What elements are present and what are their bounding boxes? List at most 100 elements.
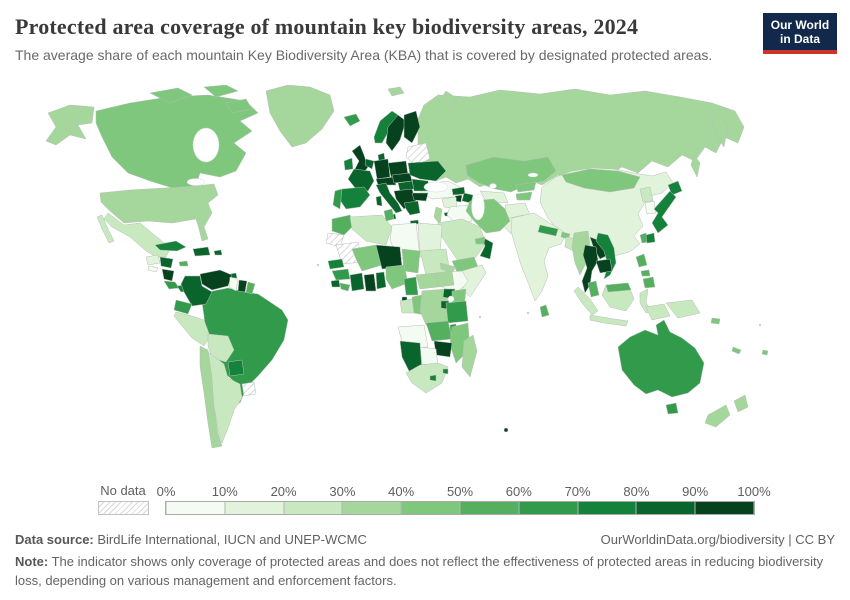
country-switzerland-austria[interactable] xyxy=(375,176,397,186)
country-cote-divoire[interactable] xyxy=(349,272,365,292)
country-new-zealand-north[interactable] xyxy=(733,394,749,413)
legend-color-bar[interactable]: 0% 10% 20% 30% 40% 50% 60% 70% 80% 90% 100% xyxy=(157,484,771,515)
country-honduras[interactable] xyxy=(159,256,174,269)
country-sierra-leone[interactable] xyxy=(330,279,341,288)
country-madagascar[interactable] xyxy=(461,334,478,378)
country-solomon-islands[interactable] xyxy=(710,317,721,325)
country-cuba[interactable] xyxy=(154,240,187,252)
country-suriname[interactable] xyxy=(237,279,248,293)
country-philippines-visayas[interactable] xyxy=(640,269,651,277)
country-russia-sakhalin[interactable] xyxy=(690,154,701,178)
country-canada-arctic-3[interactable] xyxy=(225,98,253,114)
country-russia-kamchatka[interactable] xyxy=(711,112,729,148)
country-malaysia-peninsula[interactable] xyxy=(587,280,600,298)
country-indonesia-sumatra[interactable] xyxy=(573,286,599,316)
country-bulgaria[interactable] xyxy=(411,192,429,202)
country-cambodia[interactable] xyxy=(595,258,613,274)
country-liberia[interactable] xyxy=(339,282,351,292)
country-papua-new-guinea[interactable] xyxy=(665,299,701,319)
owid-link[interactable]: OurWorldinData.org/biodiversity | CC BY xyxy=(600,532,835,547)
legend-segment[interactable] xyxy=(518,502,578,514)
country-jamaica[interactable] xyxy=(178,260,189,267)
country-italy[interactable] xyxy=(375,182,403,214)
legend-segment[interactable] xyxy=(636,502,696,514)
country-france[interactable] xyxy=(347,168,375,192)
country-sudan[interactable] xyxy=(419,248,451,276)
country-french-guiana[interactable] xyxy=(245,281,256,295)
country-nicaragua[interactable] xyxy=(161,268,175,282)
country-lesotho[interactable] xyxy=(429,374,437,382)
country-benin-togo[interactable] xyxy=(375,271,387,290)
country-svalbard[interactable] xyxy=(387,86,405,97)
country-mexico-baja[interactable] xyxy=(96,214,115,244)
country-greece[interactable] xyxy=(403,200,421,216)
country-ukraine[interactable] xyxy=(407,160,447,182)
country-philippines-mindanao[interactable] xyxy=(642,276,656,289)
country-costa-rica[interactable] xyxy=(163,280,180,290)
country-japan-honshu[interactable] xyxy=(651,190,677,234)
country-malaysia-borneo[interactable] xyxy=(605,282,632,293)
country-guatemala[interactable] xyxy=(145,254,161,266)
country-italy-sardinia[interactable] xyxy=(375,195,383,207)
country-oman[interactable] xyxy=(479,236,494,260)
country-greenland[interactable] xyxy=(265,84,335,148)
country-zambia[interactable] xyxy=(425,320,453,342)
country-kyrgyzstan[interactable] xyxy=(515,181,537,193)
owid-logo[interactable]: Our World in Data xyxy=(763,13,837,54)
country-germany[interactable] xyxy=(373,158,391,180)
country-myanmar[interactable] xyxy=(571,230,591,276)
legend-segment[interactable] xyxy=(577,502,637,514)
legend-segment[interactable] xyxy=(459,502,519,514)
country-colombia[interactable] xyxy=(180,275,213,307)
country-gabon[interactable] xyxy=(399,298,415,314)
country-indonesia-java[interactable] xyxy=(589,314,629,327)
country-ecuador[interactable] xyxy=(173,299,193,315)
country-south-sudan[interactable] xyxy=(435,270,455,288)
country-tajikistan[interactable] xyxy=(515,191,533,201)
country-new-caledonia[interactable] xyxy=(731,346,742,355)
legend-segment[interactable] xyxy=(695,502,754,514)
country-central-african-republic[interactable] xyxy=(415,272,439,290)
country-australia-tasmania[interactable] xyxy=(665,402,679,415)
country-uruguay[interactable] xyxy=(241,381,257,397)
country-spain[interactable] xyxy=(337,186,371,210)
country-canada-arctic-1[interactable] xyxy=(149,87,193,104)
country-kerguelen[interactable] xyxy=(503,427,509,433)
country-japan-kyushu[interactable] xyxy=(645,232,656,244)
country-canada[interactable] xyxy=(95,94,259,190)
country-philippines-luzon[interactable] xyxy=(635,253,648,268)
country-uae[interactable] xyxy=(474,236,486,245)
country-somalia[interactable] xyxy=(461,264,487,298)
country-finland[interactable] xyxy=(403,110,421,144)
country-puerto-rico[interactable] xyxy=(213,249,223,256)
country-south-korea[interactable] xyxy=(644,200,657,215)
legend-segment[interactable] xyxy=(401,502,460,514)
country-portugal[interactable] xyxy=(332,188,343,210)
country-usa-mainland[interactable] xyxy=(99,183,219,242)
country-south-africa[interactable] xyxy=(405,362,449,394)
country-peru[interactable] xyxy=(173,311,211,347)
country-ireland[interactable] xyxy=(343,157,354,171)
country-nigeria[interactable] xyxy=(385,264,409,290)
legend-segment[interactable] xyxy=(342,502,402,514)
country-canada-arctic-2[interactable] xyxy=(203,84,239,98)
country-russia-novaya-zemlya[interactable] xyxy=(441,90,459,110)
country-new-zealand-south[interactable] xyxy=(704,404,731,428)
country-thailand[interactable] xyxy=(581,244,599,294)
country-fiji[interactable] xyxy=(761,349,769,356)
country-ghana[interactable] xyxy=(363,273,377,292)
country-indonesia-west-papua[interactable] xyxy=(645,303,671,321)
legend-segment[interactable] xyxy=(166,502,225,514)
legend-segment[interactable] xyxy=(283,502,343,514)
country-guinea[interactable] xyxy=(331,268,351,281)
country-benelux[interactable] xyxy=(364,158,375,170)
country-hispaniola[interactable] xyxy=(192,246,211,257)
country-sri-lanka[interactable] xyxy=(539,304,550,318)
country-chad[interactable] xyxy=(401,248,421,274)
country-paraguay[interactable] xyxy=(227,359,245,377)
legend-no-data-swatch[interactable] xyxy=(98,501,149,515)
country-nepal[interactable] xyxy=(537,224,559,237)
country-mali[interactable] xyxy=(351,244,383,272)
country-chile[interactable] xyxy=(199,345,223,449)
country-algeria[interactable] xyxy=(349,214,393,246)
